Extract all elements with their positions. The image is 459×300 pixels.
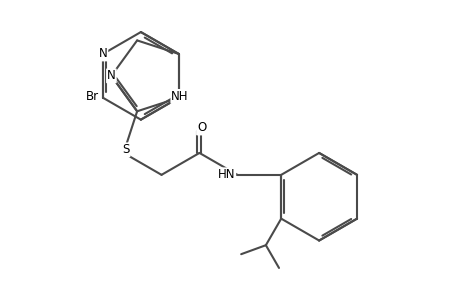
Text: O: O: [196, 122, 206, 134]
Text: N: N: [107, 69, 116, 82]
Text: S: S: [122, 143, 129, 156]
Text: NH: NH: [171, 90, 189, 103]
Text: Br: Br: [86, 90, 99, 103]
Text: N: N: [98, 47, 107, 60]
Text: HN: HN: [217, 168, 235, 181]
